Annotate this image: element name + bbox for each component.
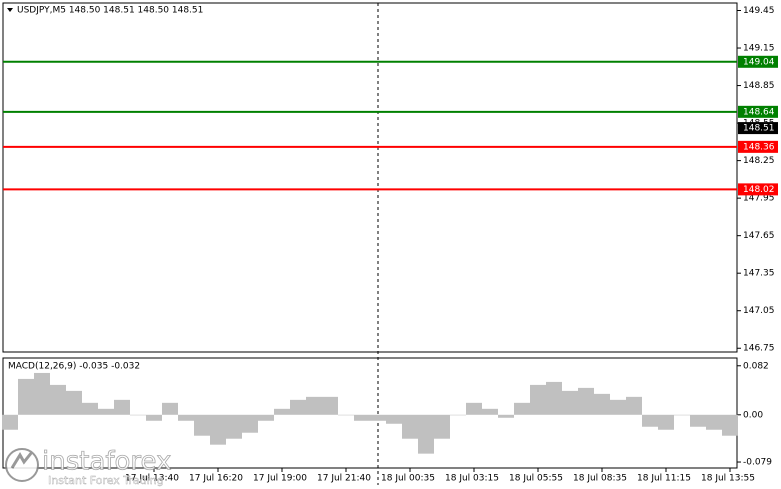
histogram-bar bbox=[338, 414, 354, 416]
histogram-bar bbox=[274, 408, 290, 415]
histogram-bar bbox=[194, 414, 210, 436]
histogram-bar bbox=[402, 414, 418, 439]
histogram-bar bbox=[658, 414, 674, 430]
histogram-bar bbox=[690, 414, 706, 427]
histogram-bar bbox=[594, 393, 610, 415]
y-tick-label: 0.082 bbox=[743, 361, 769, 371]
y-tick-label: 148.85 bbox=[743, 81, 775, 91]
logo-brand: instaforex bbox=[42, 447, 171, 477]
histogram-bar bbox=[306, 396, 322, 415]
level-label: 149.04 bbox=[743, 57, 775, 67]
histogram-bar bbox=[82, 402, 98, 415]
histogram-bar bbox=[514, 402, 530, 415]
macd-title: MACD(12,26,9) -0.035 -0.032 bbox=[8, 362, 140, 372]
y-tick-label: 147.65 bbox=[743, 231, 775, 241]
x-tick-label: 18 Jul 08:35 bbox=[573, 474, 627, 484]
histogram-bar bbox=[546, 381, 562, 415]
histogram-bar bbox=[578, 387, 594, 415]
level-label: 148.36 bbox=[743, 142, 775, 152]
x-tick-label: 17 Jul 21:40 bbox=[317, 474, 371, 484]
y-tick-label: 147.35 bbox=[743, 269, 775, 279]
histogram-bar bbox=[162, 402, 178, 415]
chart-title: USDJPY,M5 148.50 148.51 148.50 148.51 bbox=[17, 6, 203, 16]
x-tick-label: 17 Jul 16:20 bbox=[189, 474, 243, 484]
histogram-bar bbox=[626, 396, 642, 415]
y-tick-label: 149.15 bbox=[743, 44, 775, 54]
x-tick-label: 18 Jul 05:55 bbox=[509, 474, 563, 484]
histogram-bar bbox=[66, 390, 82, 415]
logo-tagline: Instant Forex Trading bbox=[48, 474, 164, 487]
histogram-bar bbox=[18, 378, 34, 415]
level-label: 148.02 bbox=[743, 185, 775, 195]
histogram-bar bbox=[322, 396, 338, 415]
histogram-bar bbox=[130, 414, 146, 416]
last-price-box bbox=[738, 122, 778, 135]
histogram-bar bbox=[34, 372, 50, 415]
y-tick-label: 147.05 bbox=[743, 306, 775, 316]
y-tick-label: 146.75 bbox=[743, 344, 775, 354]
histogram-bar bbox=[466, 402, 482, 415]
level-label-box bbox=[738, 105, 778, 118]
level-label: 148.64 bbox=[743, 107, 775, 117]
histogram-bar bbox=[178, 414, 194, 421]
logo-icon bbox=[5, 448, 39, 482]
histogram-bar bbox=[418, 414, 434, 454]
histogram-bar bbox=[530, 384, 546, 415]
x-tick-label: 17 Jul 19:00 bbox=[253, 474, 307, 484]
histogram-bar bbox=[722, 414, 738, 436]
histogram-bar bbox=[146, 414, 162, 421]
x-tick-label: 18 Jul 03:15 bbox=[445, 474, 499, 484]
histogram-bar bbox=[50, 384, 66, 415]
histogram-bar bbox=[610, 399, 626, 415]
last-price-label: 148.51 bbox=[743, 124, 775, 134]
histogram-bar bbox=[114, 399, 130, 415]
x-tick-label: 18 Jul 13:55 bbox=[701, 474, 755, 484]
histogram-bar bbox=[226, 414, 242, 439]
level-label-box bbox=[738, 183, 778, 196]
histogram-bar bbox=[370, 414, 386, 421]
histogram-bar bbox=[642, 414, 658, 427]
menu-arrow bbox=[7, 8, 13, 12]
y-tick-label: 0.00 bbox=[743, 410, 763, 420]
y-tick-label: 149.45 bbox=[743, 6, 775, 16]
histogram-bar bbox=[386, 414, 402, 424]
histogram-bar bbox=[450, 414, 466, 416]
histogram-bar bbox=[498, 414, 514, 418]
histogram-bar bbox=[242, 414, 258, 433]
logo-mark bbox=[10, 451, 34, 469]
histogram-bar bbox=[258, 414, 274, 421]
y-tick-label: 148.25 bbox=[743, 156, 775, 166]
y-tick-label: 147.95 bbox=[743, 194, 775, 204]
histogram-bar bbox=[706, 414, 722, 430]
histogram-bar bbox=[434, 414, 450, 439]
level-label-box bbox=[738, 140, 778, 153]
x-tick-label: 18 Jul 00:35 bbox=[381, 474, 435, 484]
x-tick-label: 17 Jul 13:40 bbox=[125, 474, 179, 484]
main-panel bbox=[2, 2, 738, 353]
histogram-bar bbox=[354, 414, 370, 421]
histogram-bar bbox=[2, 414, 18, 430]
x-tick-label: 18 Jul 11:15 bbox=[637, 474, 691, 484]
logo: instaforex Instant Forex Trading bbox=[5, 446, 172, 487]
histogram-bar bbox=[98, 408, 114, 415]
histogram-bar bbox=[482, 408, 498, 415]
histogram-bar bbox=[674, 414, 690, 416]
histogram-bar bbox=[562, 390, 578, 415]
histogram-bar bbox=[290, 399, 306, 415]
level-label-box bbox=[738, 55, 778, 68]
histogram-bar bbox=[210, 414, 226, 445]
y-tick-label: -0.079 bbox=[743, 458, 772, 468]
